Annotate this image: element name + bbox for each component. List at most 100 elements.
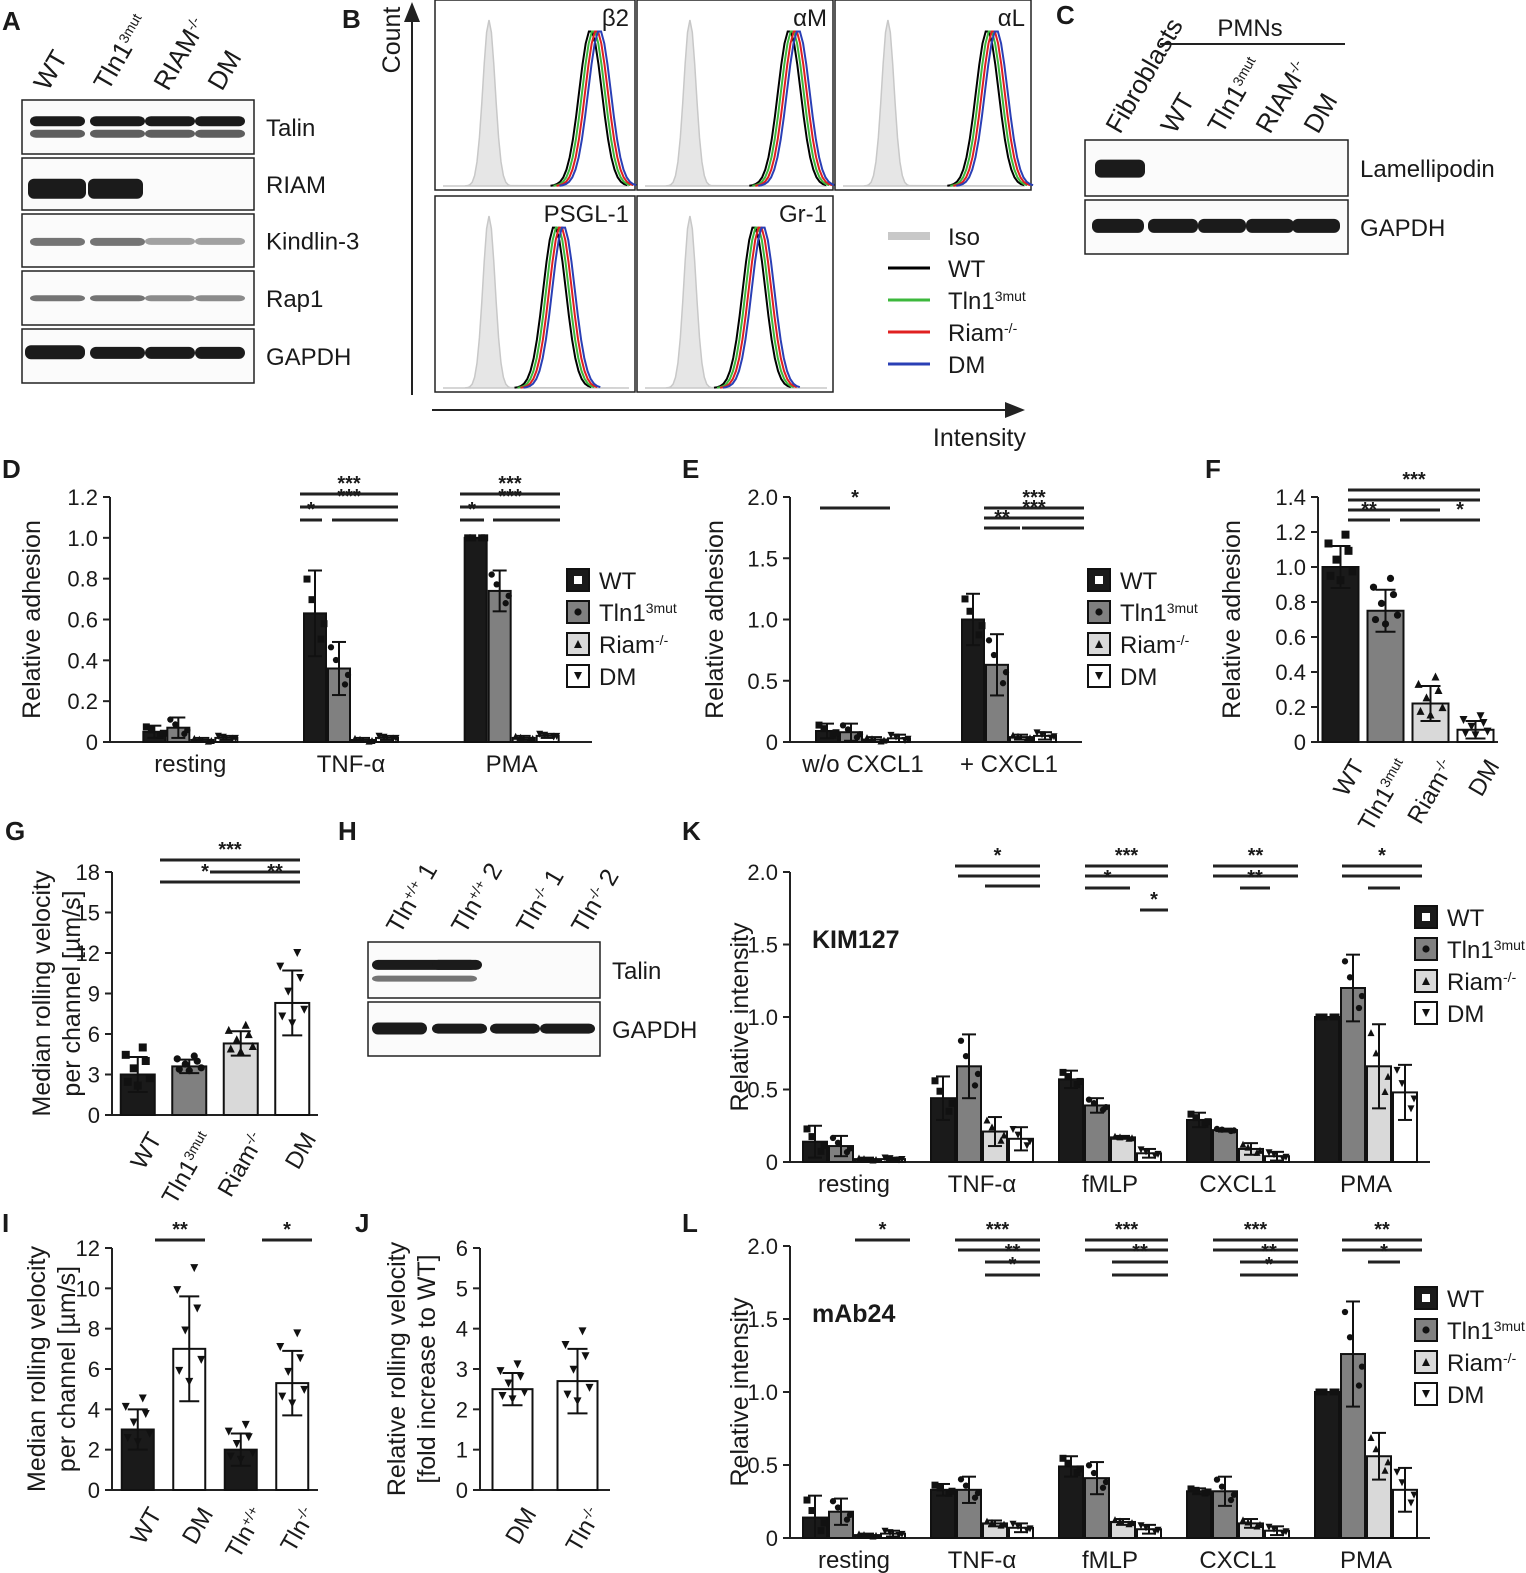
data-point — [133, 1081, 142, 1090]
data-point — [880, 736, 888, 744]
y-tick-label: 1.5 — [747, 933, 778, 958]
data-point — [1244, 1143, 1252, 1151]
lane-label: Tln-/- 1 — [511, 864, 570, 938]
data-point — [1341, 958, 1349, 965]
significance-label: ** — [1132, 1241, 1148, 1263]
data-point — [1471, 731, 1480, 740]
data-point — [1483, 727, 1492, 736]
lane-label: WT — [27, 45, 73, 95]
data-point — [1026, 734, 1034, 742]
data-point — [469, 534, 477, 542]
lane-label: DM — [1297, 88, 1343, 138]
bar — [1058, 1465, 1084, 1539]
data-point — [868, 735, 876, 743]
significance-label: *** — [1115, 845, 1139, 867]
blot-row: Rap1 — [21, 270, 323, 326]
data-point — [975, 631, 983, 639]
category-label: + CXCL1 — [960, 751, 1058, 778]
lane-label: Tln-/- 2 — [566, 864, 625, 938]
legend-label: DM — [1120, 664, 1157, 691]
data-point — [1467, 722, 1476, 731]
y-tick-label: 18 — [76, 860, 100, 885]
data-point — [1367, 1434, 1375, 1442]
data-point — [288, 1019, 297, 1028]
blot-row-label: RIAM — [266, 172, 326, 199]
histogram-panel: β2 — [434, 0, 637, 191]
data-point — [872, 1531, 880, 1539]
data-point — [988, 1518, 996, 1526]
histogram-panel: αL — [834, 0, 1034, 191]
legend-marker — [1422, 945, 1430, 953]
data-point — [1000, 1131, 1008, 1139]
data-point — [974, 1489, 982, 1497]
data-point — [803, 1125, 811, 1133]
data-point — [278, 1392, 287, 1401]
data-point — [1346, 1334, 1354, 1341]
data-point — [536, 730, 544, 738]
lane-label: DM — [201, 45, 247, 95]
data-point — [843, 1516, 851, 1523]
data-point — [1009, 1520, 1017, 1528]
y-tick-label: 1.0 — [747, 1380, 778, 1405]
data-point — [1064, 1073, 1072, 1081]
data-point — [193, 1057, 201, 1065]
category-label: Tln+/+ — [220, 1503, 270, 1563]
data-point — [1282, 1528, 1290, 1536]
data-point — [159, 729, 167, 737]
y-tick-label: 8 — [88, 1317, 100, 1342]
significance-label: *** — [337, 473, 361, 495]
blot-frame — [21, 99, 255, 155]
data-point — [1192, 1114, 1200, 1122]
data-point — [1479, 719, 1488, 728]
category-label: TNF-α — [948, 1547, 1017, 1573]
blot-band — [1092, 218, 1144, 233]
data-point — [817, 1527, 825, 1535]
data-point — [1227, 1496, 1235, 1504]
data-point — [341, 681, 349, 688]
legend-marker — [574, 672, 582, 680]
legend-label: Tln13mut — [948, 288, 1026, 315]
data-point — [971, 1082, 979, 1089]
data-point — [488, 571, 495, 578]
blot-row: Talin — [21, 99, 315, 155]
blot-band — [88, 178, 143, 199]
significance-label: * — [1009, 1254, 1017, 1276]
blot-band — [90, 237, 145, 246]
panel-A: AWT Tln13mut RIAM-/-DM Talin RIAM Kindlin-3 Ra… — [2, 6, 359, 384]
group-label: PMNs — [1217, 15, 1282, 42]
y-tick-label: 3 — [88, 1063, 100, 1088]
lane-label: Tln+/+ 1 — [381, 858, 443, 938]
data-point — [1230, 1127, 1238, 1134]
legend-marker — [574, 576, 582, 584]
significance-label: * — [1265, 1254, 1273, 1276]
data-point — [1128, 1519, 1136, 1527]
data-point — [1002, 669, 1010, 676]
significance-label: * — [994, 845, 1002, 867]
histogram-curve — [752, 30, 830, 187]
y-tick-label: 2.0 — [747, 485, 778, 510]
data-point — [881, 1154, 889, 1162]
legend-marker — [1422, 977, 1430, 985]
category-label: WT — [126, 1503, 168, 1549]
bar — [463, 536, 488, 743]
data-point — [1142, 1524, 1150, 1532]
data-point — [317, 635, 325, 643]
blot-row-label: Talin — [266, 115, 315, 142]
data-point — [997, 1136, 1005, 1144]
blot-frame — [367, 941, 601, 999]
data-point — [1320, 1388, 1328, 1396]
significance-label: ** — [267, 861, 283, 883]
panel-letter: F — [1205, 454, 1221, 484]
y-tick-label: 1.0 — [747, 1005, 778, 1030]
superscript: 3mut — [1229, 54, 1258, 89]
superscript: 3mut — [1494, 1318, 1525, 1334]
data-point — [1393, 611, 1402, 619]
significance-label: ** — [1374, 1219, 1390, 1241]
data-point — [351, 734, 359, 742]
data-point — [344, 671, 352, 679]
y-tick-label: 9 — [88, 982, 100, 1007]
y-tick-label: 1 — [456, 1438, 468, 1463]
y-tick-label: 12 — [76, 941, 100, 966]
data-point — [974, 1070, 982, 1078]
data-point — [172, 721, 179, 728]
